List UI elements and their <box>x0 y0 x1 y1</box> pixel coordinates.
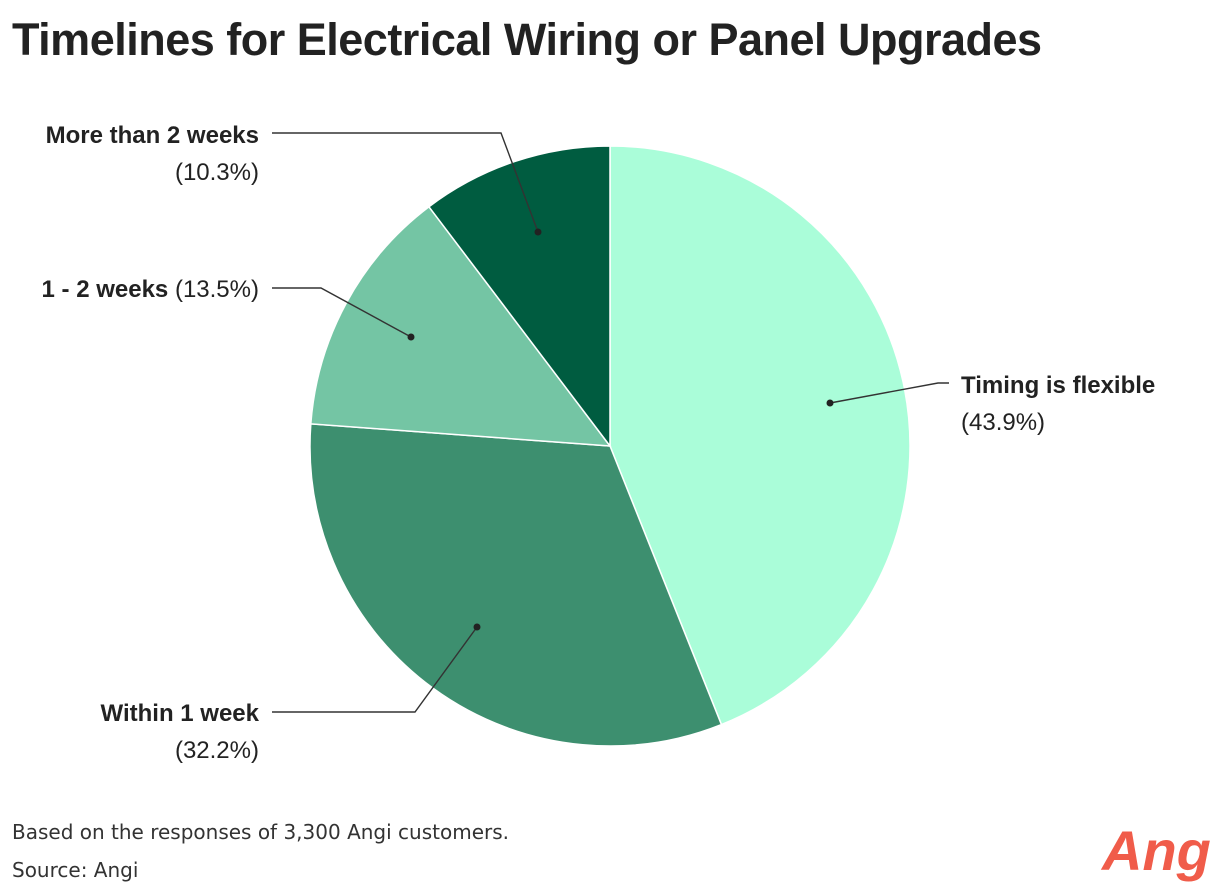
slice-label-timing-flexible: Timing is flexible <box>961 372 1155 399</box>
slice-value-within-1-week: (32.2%) <box>175 737 259 764</box>
angi-logo: Angi <box>1100 819 1210 882</box>
callout-line-1-2-weeks <box>272 287 412 338</box>
slice-label-1-2-weeks: 1 - 2 weeks (13.5%) <box>42 276 259 303</box>
pie-callouts <box>272 132 949 713</box>
callout-dot-more-than-2-weeks <box>534 228 542 236</box>
callout-dot-timing-flexible <box>826 399 834 407</box>
slice-value-more-than-2-weeks: (10.3%) <box>175 159 259 186</box>
angi-logo-text: Angi <box>1100 819 1210 882</box>
footnote-source: Source: Angi <box>12 858 139 882</box>
callout-line-more-than-2-weeks <box>272 132 539 233</box>
callout-line-timing-flexible <box>829 382 949 404</box>
callout-line-within-1-week <box>272 626 478 713</box>
callout-dot-1-2-weeks <box>407 333 415 341</box>
slice-value-timing-flexible: (43.9%) <box>961 409 1045 436</box>
slice-label-within-1-week: Within 1 week <box>101 700 260 727</box>
pie-labels: Timing is flexible (43.9%) Within 1 week… <box>42 122 1156 764</box>
callout-dot-within-1-week <box>473 623 481 631</box>
chart-title: Timelines for Electrical Wiring or Panel… <box>12 14 1042 65</box>
footnote-responses: Based on the responses of 3,300 Angi cus… <box>12 820 509 844</box>
pie-slice-more-than-2-weeks <box>427 145 611 449</box>
slice-label-more-than-2-weeks: More than 2 weeks <box>46 122 259 149</box>
pie-slices <box>309 145 911 747</box>
